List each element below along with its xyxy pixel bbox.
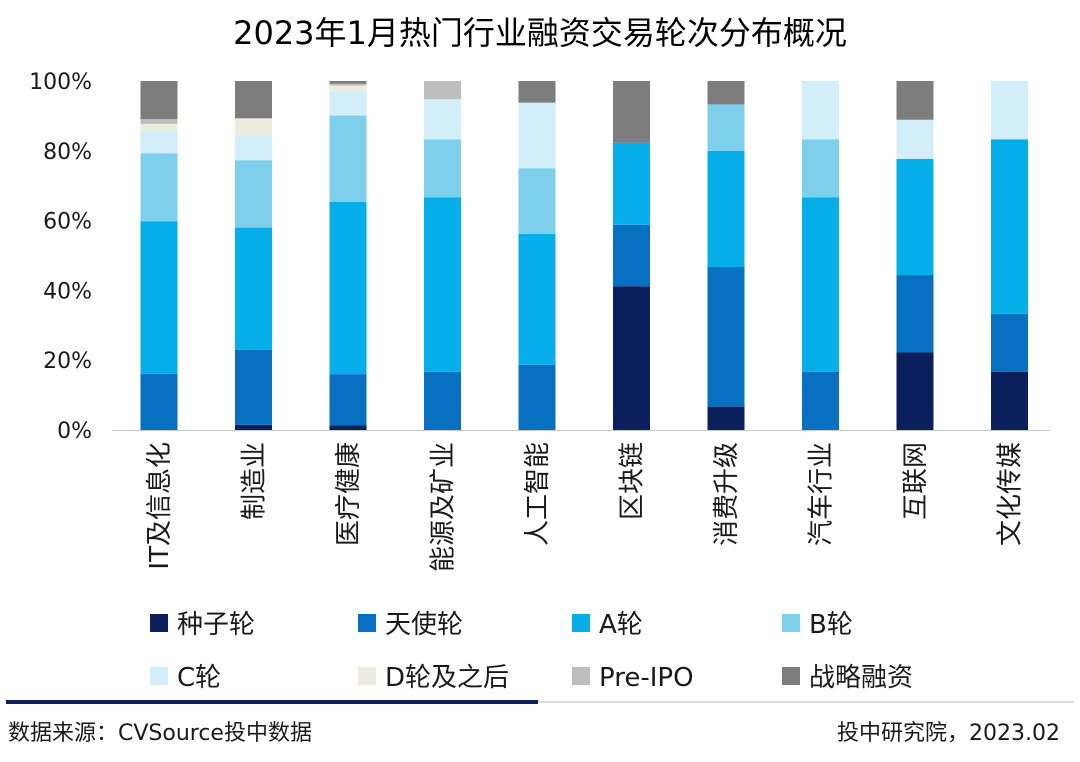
bar-segment — [140, 130, 178, 154]
legend-swatch — [150, 667, 168, 685]
bar-segment — [424, 371, 461, 430]
bar-segment — [802, 371, 839, 430]
bar-segment — [235, 81, 272, 119]
bar-segment — [613, 81, 650, 143]
bar-segment — [235, 349, 272, 425]
bar-segment — [896, 81, 934, 120]
bar-segment — [140, 81, 178, 120]
bar-segment — [518, 364, 556, 430]
legend-swatch — [358, 667, 376, 685]
bars — [140, 81, 1028, 430]
y-axis: 0% 20% 40% 60% 80% 100% — [29, 70, 1050, 444]
bar-segment — [991, 313, 1028, 372]
bar-segment — [896, 158, 934, 276]
x-axis: IT及信息化 制造业 医疗健康 能源及矿业 人工智能 区块链 消费升级 汽车行业 互联网 文化传媒 — [145, 442, 1026, 572]
bar-segment — [613, 142, 650, 225]
y-tick-label: 60% — [43, 210, 92, 235]
x-category-label: 人工智能 — [523, 442, 553, 546]
chart-title: 2023年1月热门行业融资交易轮次分布概况 — [233, 14, 847, 52]
bar-segment — [424, 81, 461, 100]
bar-segment — [329, 83, 367, 86]
x-category-label: 医疗健康 — [334, 442, 364, 546]
y-tick-label: 20% — [43, 349, 92, 374]
bar-segment — [329, 425, 367, 430]
bar-segment — [707, 406, 745, 430]
bar-segment — [140, 123, 178, 131]
bar-segment — [707, 150, 745, 268]
x-category-label: 制造业 — [240, 442, 270, 520]
bar-segment — [518, 233, 556, 365]
credit-note: 投中研究院，2023.02 — [837, 721, 1060, 746]
legend: 种子轮 天使轮 A轮 B轮 C轮 D轮及之后 Pre-IPO 战略融资 — [150, 610, 913, 693]
source-note: 数据来源：CVSource投中数据 — [8, 721, 312, 746]
legend-label: B轮 — [809, 610, 853, 640]
x-category-label: 文化传媒 — [996, 442, 1026, 546]
bar-segment — [707, 81, 745, 105]
bar-segment — [140, 119, 178, 124]
bar-segment — [707, 267, 745, 407]
bar-segment — [896, 119, 934, 159]
legend-swatch — [782, 614, 800, 632]
y-tick-label: 80% — [43, 140, 92, 165]
bar-segment — [329, 81, 367, 84]
footer-accent-rule — [6, 700, 538, 704]
bar-segment — [802, 81, 839, 140]
legend-swatch — [358, 614, 376, 632]
bar-segment — [329, 91, 367, 116]
legend-label: D轮及之后 — [385, 663, 509, 693]
legend-swatch — [572, 667, 590, 685]
bar-segment — [140, 221, 178, 374]
bar-segment — [329, 201, 367, 375]
bar-segment — [424, 139, 461, 198]
x-category-label: 消费升级 — [712, 442, 742, 546]
y-tick-label: 40% — [43, 279, 92, 304]
bar-segment — [896, 275, 934, 353]
x-category-label: 汽车行业 — [807, 442, 837, 546]
bar-segment — [140, 153, 178, 222]
bar-segment — [424, 197, 461, 372]
bar-segment — [329, 115, 367, 202]
legend-label: C轮 — [177, 663, 221, 693]
bar-segment — [518, 81, 556, 103]
footer: 数据来源：CVSource投中数据 投中研究院，2023.02 — [6, 700, 1074, 746]
footer-divider — [538, 701, 1074, 703]
legend-label: 战略融资 — [809, 663, 913, 693]
x-category-label: IT及信息化 — [145, 442, 175, 570]
bar-segment — [140, 373, 178, 430]
legend-swatch — [782, 667, 800, 685]
bar-segment — [802, 197, 839, 372]
bar-segment — [329, 374, 367, 426]
bar-segment — [235, 135, 272, 161]
bar-segment — [235, 118, 272, 136]
bar-segment — [424, 99, 461, 140]
x-category-label: 能源及矿业 — [429, 442, 459, 572]
x-category-label: 互联网 — [901, 442, 931, 520]
y-tick-label: 0% — [57, 419, 92, 444]
bar-segment — [896, 352, 934, 430]
legend-swatch — [150, 614, 168, 632]
bar-segment — [613, 286, 650, 430]
bar-segment — [991, 139, 1028, 314]
legend-label: Pre-IPO — [599, 663, 694, 693]
bar-segment — [235, 227, 272, 350]
bar-segment — [802, 139, 839, 198]
legend-label: 种子轮 — [177, 610, 255, 640]
bar-segment — [707, 104, 745, 151]
legend-swatch — [572, 614, 590, 632]
bar-segment — [235, 160, 272, 228]
y-tick-label: 100% — [29, 70, 92, 95]
bar-segment — [235, 424, 272, 430]
bar-segment — [518, 102, 556, 169]
bar-segment — [518, 168, 556, 234]
x-category-label: 区块链 — [618, 442, 648, 520]
bar-segment — [613, 224, 650, 287]
bar-segment — [991, 371, 1028, 430]
legend-label: 天使轮 — [385, 610, 463, 640]
bar-segment — [991, 81, 1028, 140]
bar-segment — [329, 85, 367, 92]
legend-label: A轮 — [599, 610, 643, 640]
